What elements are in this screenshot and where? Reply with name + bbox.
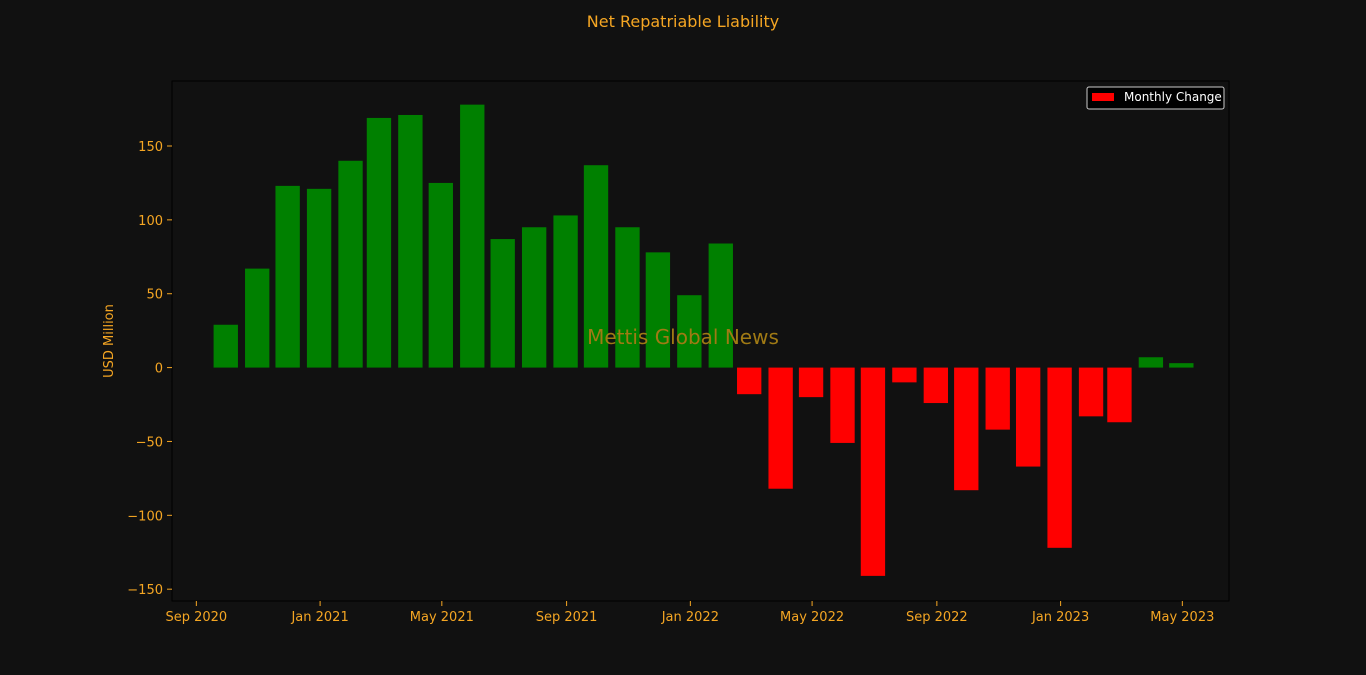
x-tick-label: Sep 2020: [165, 610, 227, 625]
x-tick-label: Jan 2023: [1031, 610, 1089, 625]
y-tick-label: 50: [146, 288, 163, 303]
bar: [1047, 367, 1072, 548]
bar: [490, 239, 515, 368]
y-tick-label: −100: [127, 509, 163, 524]
bar: [1107, 367, 1132, 423]
legend: Monthly Change: [1086, 86, 1225, 110]
y-axis-label: USD Million: [102, 304, 117, 378]
bar: [306, 188, 332, 368]
y-tick-label: 100: [138, 214, 163, 229]
x-axis: Sep 2020 Jan 2021 May 2021 Sep 2021 Jan 2022…: [165, 601, 1214, 625]
bar: [708, 243, 733, 368]
x-tick-label: Jan 2022: [661, 610, 719, 625]
bar: [583, 165, 609, 368]
bar: [798, 367, 824, 398]
bar: [1078, 367, 1104, 417]
bar: [985, 367, 1010, 430]
x-tick-label: Sep 2022: [906, 610, 968, 625]
bar: [923, 367, 949, 404]
bar: [428, 182, 453, 368]
chart-title: Net Repatriable Liability: [587, 12, 779, 31]
bar: [245, 268, 270, 368]
legend-swatch: [1092, 93, 1114, 101]
bar: [954, 367, 979, 491]
y-tick-label: −50: [136, 435, 163, 450]
bar: [213, 324, 238, 368]
x-tick-label: May 2021: [410, 610, 474, 625]
x-tick-label: May 2023: [1150, 610, 1214, 625]
x-tick-label: May 2022: [780, 610, 844, 625]
bar: [830, 367, 855, 443]
y-tick-label: −150: [127, 583, 163, 598]
bar: [398, 114, 423, 368]
bar: [615, 227, 640, 368]
bar: [768, 367, 793, 489]
bar: [1138, 357, 1164, 368]
y-axis: −150 −100 −50 0 50 100 150: [127, 140, 172, 598]
y-tick-label: 0: [155, 362, 163, 377]
bar: [860, 367, 886, 576]
bar: [460, 104, 485, 368]
bar: [645, 252, 671, 368]
bar: [1015, 367, 1041, 467]
bar: [1169, 363, 1194, 368]
watermark: Mettis Global News: [587, 325, 779, 349]
bar: [338, 160, 363, 368]
legend-box: [1086, 86, 1225, 110]
y-tick-label: 150: [138, 140, 163, 155]
bar: [275, 185, 300, 368]
x-tick-label: Sep 2021: [536, 610, 598, 625]
bar: [677, 295, 702, 368]
x-tick-label: Jan 2021: [290, 610, 348, 625]
bar: [737, 367, 762, 395]
bar: [366, 117, 392, 368]
bar: [892, 367, 917, 383]
legend-label: Monthly Change: [1124, 90, 1222, 104]
bar: [553, 215, 578, 368]
bars-group: [213, 104, 1194, 576]
bar: [521, 227, 547, 368]
